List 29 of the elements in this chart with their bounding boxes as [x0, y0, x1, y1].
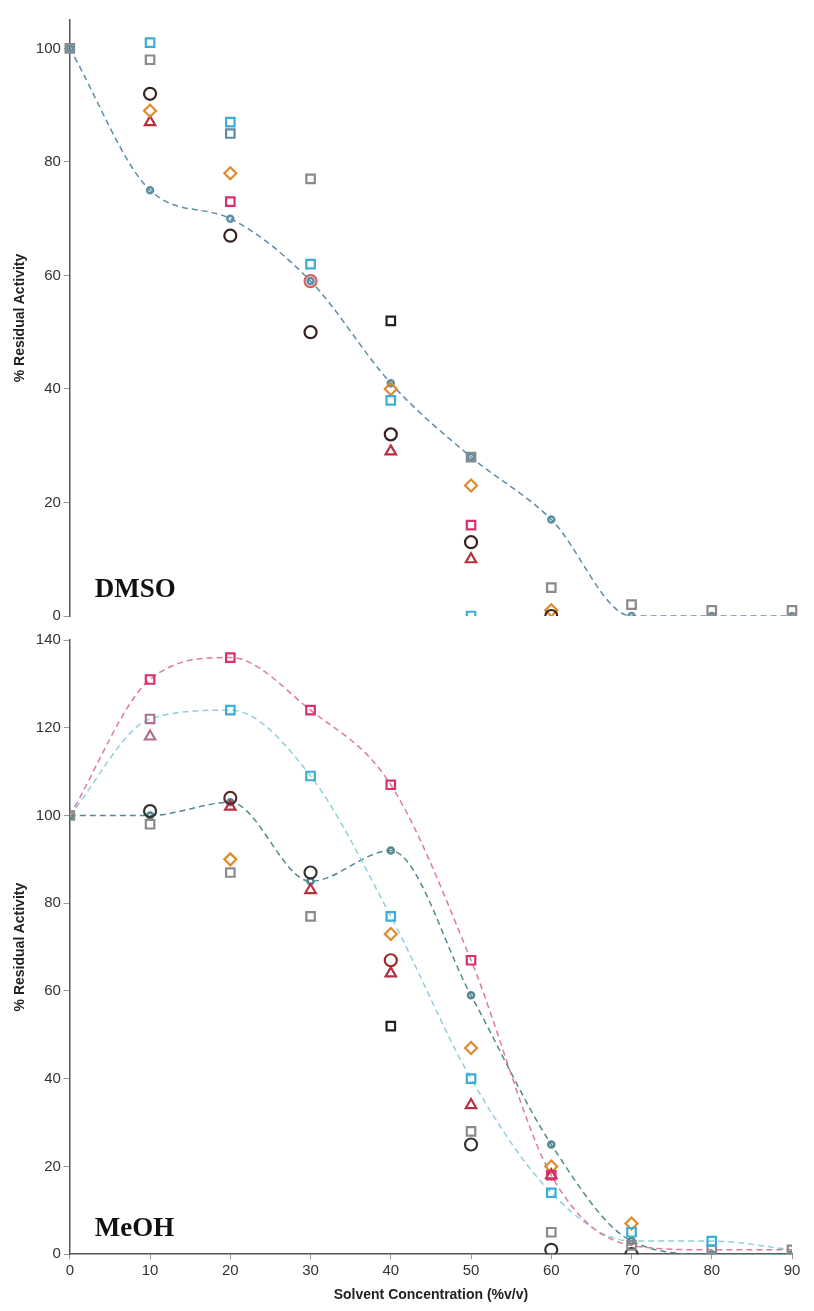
x-tick-label: 30 [302, 1261, 319, 1279]
x-tick-label: 90 [783, 1261, 801, 1279]
x-axis-title: Solvent Concentration (%v/v) [333, 1286, 529, 1303]
x-tick-label: 70 [623, 1261, 640, 1279]
y-tick-label: 120 [35, 717, 61, 735]
y-tick-label: 100 [35, 805, 61, 823]
annotation: MeOH [94, 1211, 175, 1242]
annotation: DMSO [94, 573, 176, 604]
y-tick-label: 140 [35, 630, 61, 648]
x-tick-label: 50 [462, 1261, 480, 1279]
y-tick-label: 40 [44, 379, 61, 397]
y-tick-label: 20 [44, 492, 61, 510]
y-tick-label: 20 [44, 1156, 61, 1174]
y-axis-title: % Residual Activity [11, 882, 28, 1012]
y-tick-label: 80 [44, 893, 61, 911]
x-tick-label: 60 [542, 1261, 560, 1279]
y-axis-title: % Residual Activity [11, 253, 28, 383]
y-tick-label: 100 [35, 38, 61, 56]
x-tick-label: 20 [221, 1261, 239, 1279]
x-tick-label: 0 [65, 1261, 74, 1279]
x-tick-label: 80 [703, 1261, 721, 1279]
y-tick-label: 0 [52, 606, 61, 624]
y-tick-label: 80 [44, 152, 61, 170]
y-tick-label: 60 [44, 265, 61, 283]
y-tick-label: 60 [44, 981, 61, 999]
x-tick-label: 10 [141, 1261, 159, 1279]
x-tick-label: 40 [382, 1261, 400, 1279]
y-tick-label: 40 [44, 1068, 61, 1086]
y-tick-label: 0 [52, 1244, 61, 1262]
